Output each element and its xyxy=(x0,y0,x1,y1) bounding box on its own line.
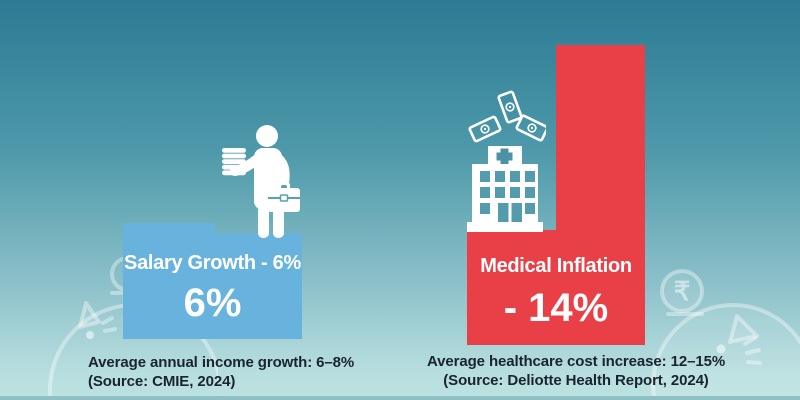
piggy-bank-watermark-icon: ₹ xyxy=(651,269,800,400)
salary-caption-line2: (Source: CMIE, 2024) xyxy=(88,373,236,390)
medical-bar xyxy=(556,45,645,345)
money-bill-icon xyxy=(468,115,502,143)
person-head xyxy=(256,125,278,147)
salary-bar-text: Salary Growth - 6% 6% xyxy=(123,223,302,339)
salary-bar-tab xyxy=(123,223,215,339)
hospital-building-icon xyxy=(467,146,543,232)
piggy-eye xyxy=(716,344,726,354)
medical-bar-label: Medical Inflation xyxy=(480,255,632,277)
piggy-eye xyxy=(86,331,94,339)
rupee-symbol: ₹ xyxy=(674,276,691,306)
briefcase-icon xyxy=(268,182,300,212)
bottom-border-strip xyxy=(0,396,800,400)
piggy-snout xyxy=(101,316,117,333)
salary-caption: Average annual income growth: 6–8% (Sour… xyxy=(88,353,368,391)
coin-stack-icon xyxy=(222,148,246,176)
rupee-coin-icon xyxy=(660,269,704,313)
businessman-with-coins-and-briefcase-icon xyxy=(222,125,300,238)
piggy-body xyxy=(651,303,800,400)
piggy-snout xyxy=(743,336,762,365)
hospital-cross-icon xyxy=(496,152,513,161)
salary-bar-value: 6% xyxy=(183,281,242,325)
medical-caption-line1: Average healthcare cost increase: 12–15% xyxy=(426,353,726,370)
person-arm-left xyxy=(230,151,267,176)
person-leg-right xyxy=(273,206,284,238)
hospital-with-flying-money-icon xyxy=(467,90,546,232)
person-leg-left xyxy=(258,206,269,238)
medical-bar-base xyxy=(467,230,557,345)
salary-bar-label: Salary Growth - 6% xyxy=(124,252,301,274)
salary-bar xyxy=(215,233,302,339)
hospital-base xyxy=(467,222,543,232)
medical-bar-value: - 14% xyxy=(503,286,609,330)
medical-bar-text: Medical Inflation - 14% xyxy=(467,230,645,345)
piggy-ear xyxy=(728,314,759,344)
piggy-ear xyxy=(78,301,101,329)
salary-caption-line1: Average annual income growth: 6–8% xyxy=(88,354,355,371)
person-arm-right xyxy=(270,151,290,189)
medical-caption-line2: (Source: Deliotte Health Report, 2024) xyxy=(443,372,709,389)
medical-caption: Average healthcare cost increase: 12–15%… xyxy=(426,352,726,390)
money-bill-icon xyxy=(515,114,546,142)
money-bill-icon xyxy=(497,90,523,124)
